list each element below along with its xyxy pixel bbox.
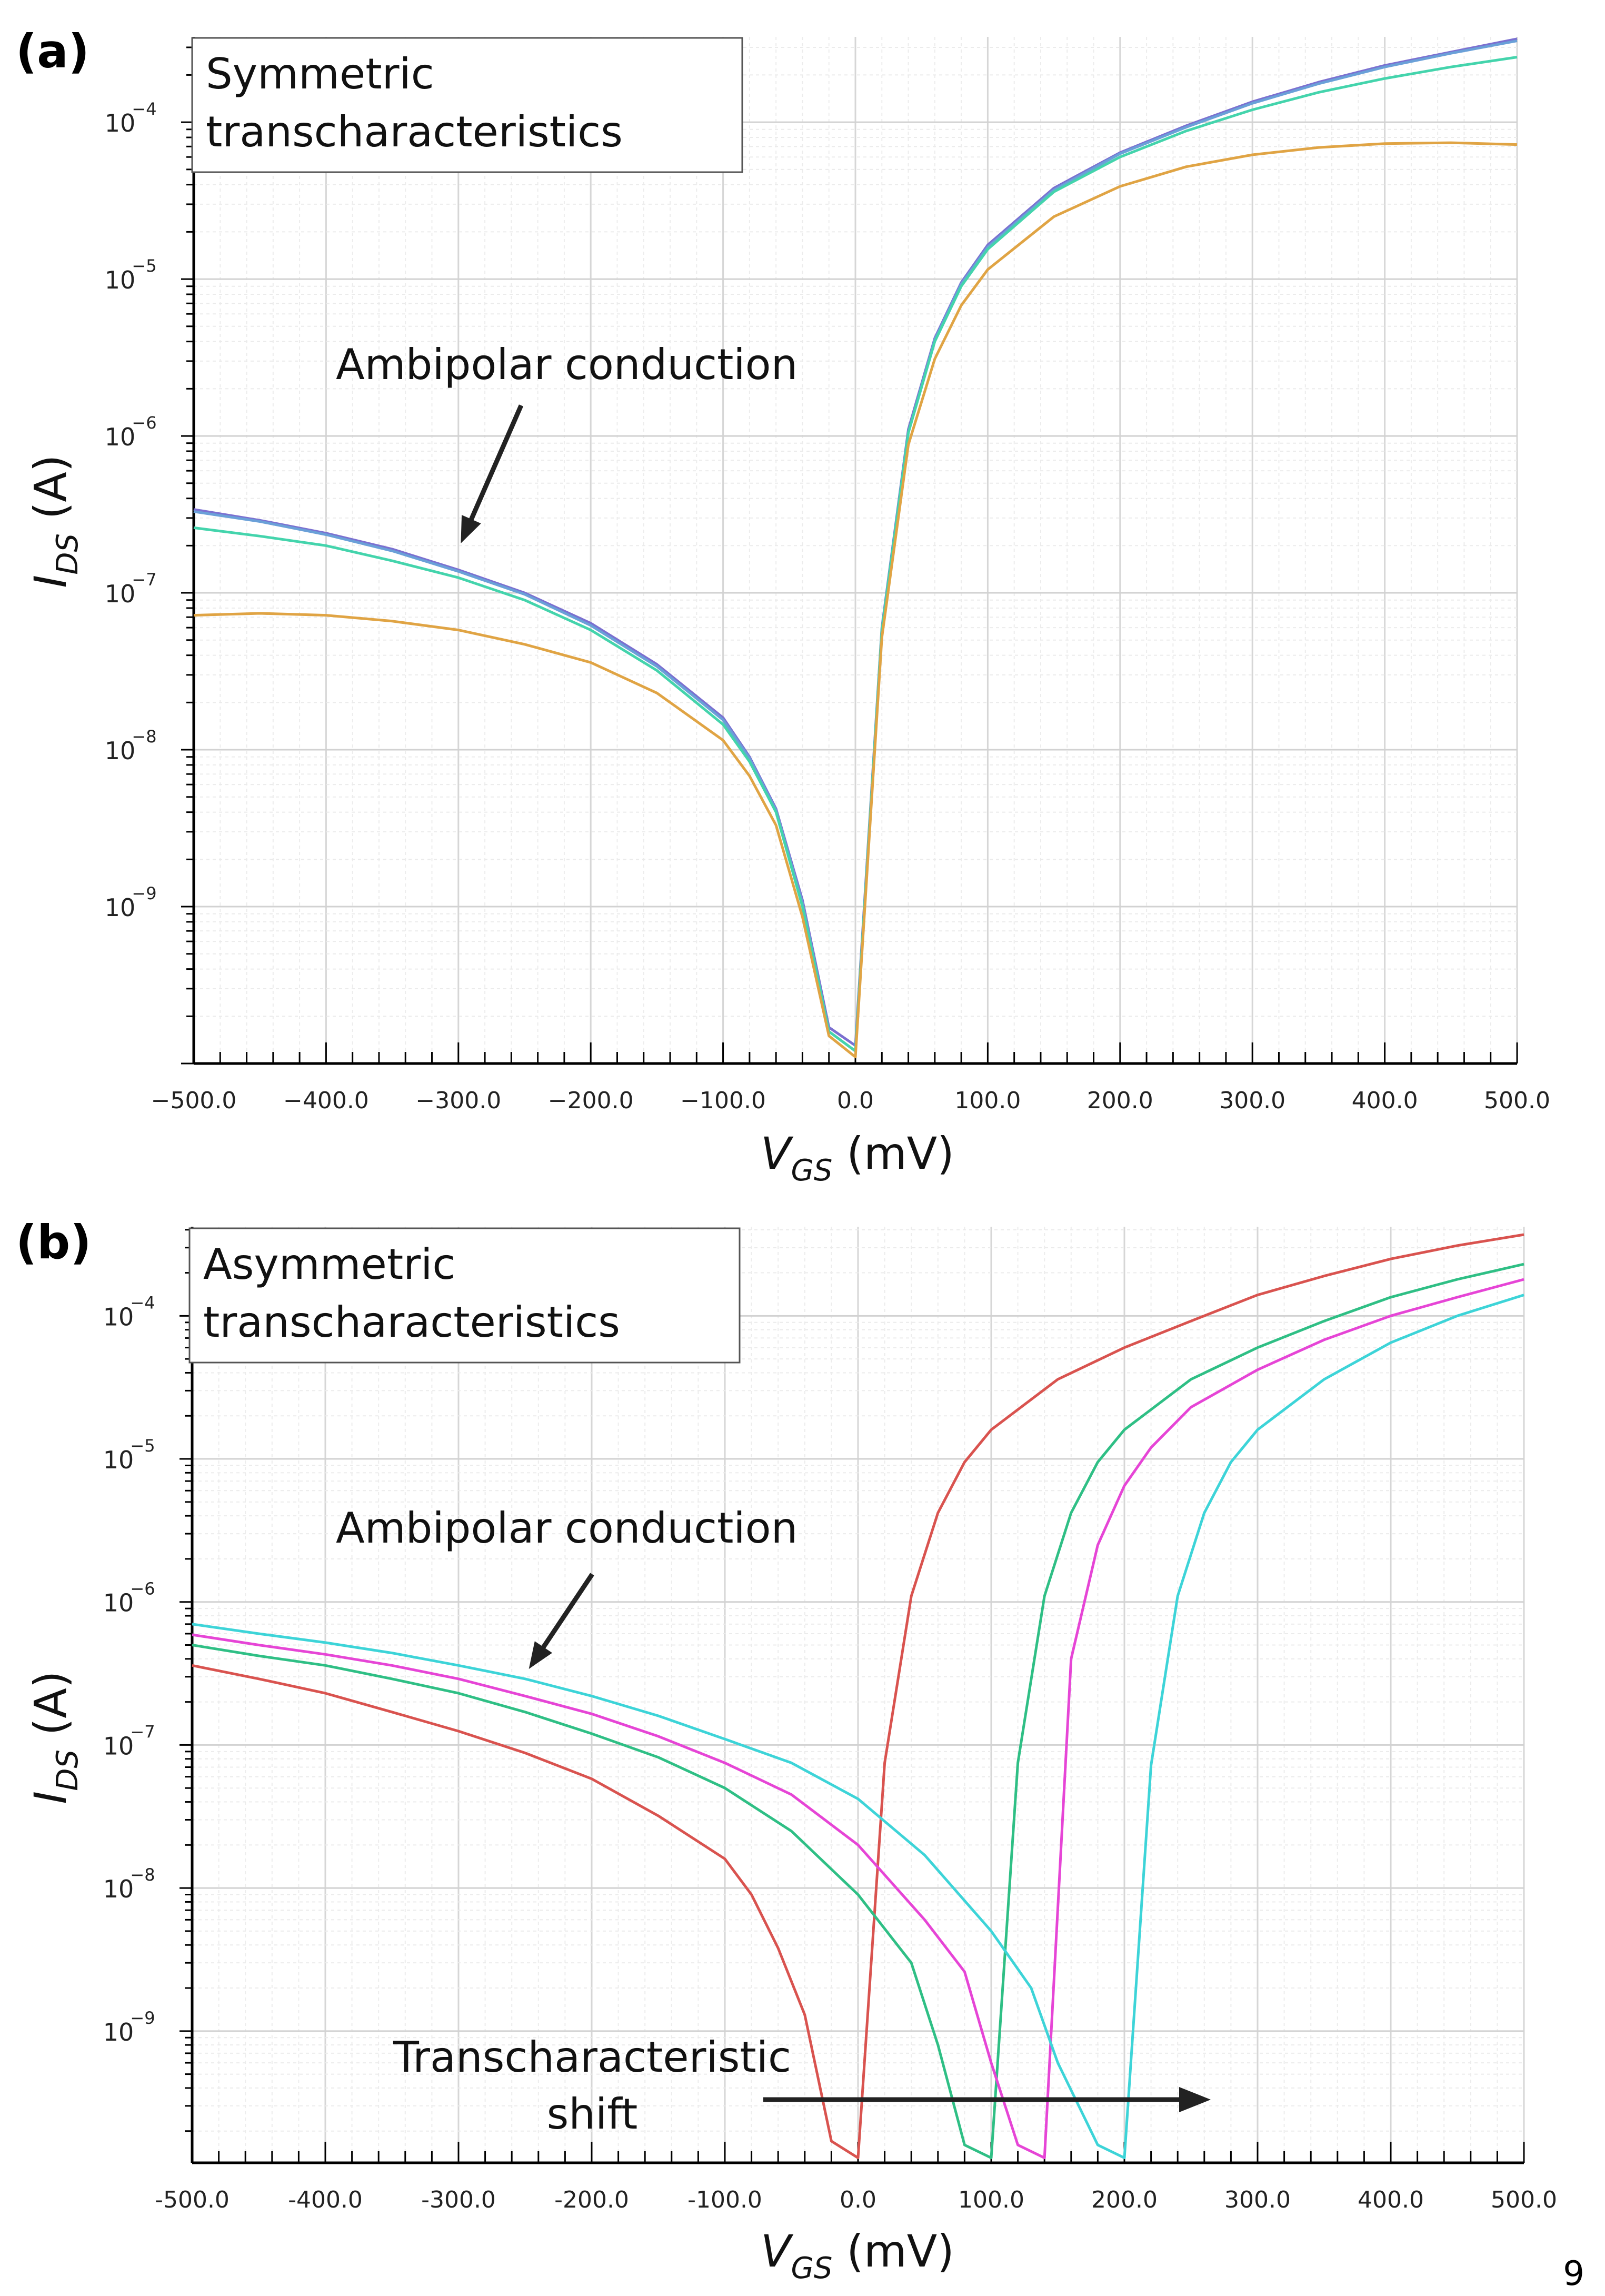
x-tick-label: -500.0 (155, 2186, 230, 2213)
x-tick-label: -100.0 (687, 2186, 762, 2213)
x-axis-title: VGS (mV) (761, 1128, 954, 1188)
y-axis-title: IDS (A) (25, 1671, 85, 1804)
x-tick-label: −300.0 (415, 1087, 501, 1114)
y-tick-exponent: −8 (130, 1865, 155, 1885)
x-tick-label: 500.0 (1491, 2186, 1557, 2213)
x-tick-label: 0.0 (837, 1087, 874, 1114)
series-line-1 (192, 1233, 1524, 2160)
x-tick-label: 400.0 (1352, 1087, 1418, 1114)
y-tick-label: 10 (103, 1732, 134, 1760)
y-tick-exponent: −4 (130, 1293, 155, 1313)
annotation-arrow-head (529, 1641, 553, 1669)
x-tick-label: −500.0 (151, 1087, 237, 1114)
y-tick-label: 10 (105, 266, 136, 294)
annotation-label: Ambipolar conduction (336, 340, 797, 389)
panel-label: (a) (16, 24, 89, 78)
x-tick-label: 300.0 (1224, 2186, 1291, 2213)
shift-label-line2: shift (547, 2090, 638, 2139)
x-tick-label: -400.0 (288, 2186, 363, 2213)
x-tick-label: -200.0 (554, 2186, 629, 2213)
y-tick-exponent: −7 (132, 570, 156, 590)
x-tick-label: −100.0 (680, 1087, 766, 1114)
title-box-frame (188, 1227, 741, 1364)
series-line-4 (193, 141, 1518, 1059)
y-tick-exponent: −5 (132, 256, 156, 276)
y-tick-label: 10 (105, 109, 136, 137)
y-tick-label: 10 (103, 2018, 134, 2046)
y-axis-title: IDS (A) (25, 454, 85, 588)
chart-a: −500.0 −400.0 −300.0 −200.0 −100.0 0.0 100.0 20… (16, 24, 1550, 1188)
grid (193, 37, 1518, 1065)
x-tick-label: 400.0 (1358, 2186, 1424, 2213)
grid (191, 1227, 1525, 2163)
x-tick-label: 500.0 (1484, 1087, 1550, 1114)
title-box-frame (191, 37, 743, 173)
y-tick-exponent: −9 (132, 883, 156, 903)
y-tick-exponent: −8 (132, 727, 156, 747)
title-line: Symmetric (206, 49, 434, 98)
y-tick-label: 10 (105, 580, 136, 608)
x-tick-label: 100.0 (954, 1087, 1021, 1114)
x-tick-label: 200.0 (1091, 2186, 1158, 2213)
chart-b: -500.0 -400.0 -300.0 -200.0 -100.0 0.0 100.0 20… (16, 1215, 1557, 2285)
title-box: Asymmetric transcharacteristics (188, 1227, 741, 1364)
shift-arrow-head (1179, 2087, 1211, 2112)
y-tick-exponent: −7 (130, 1722, 155, 1742)
series-line-3 (192, 1278, 1524, 2160)
title-box: Symmetric transcharacteristics (191, 37, 743, 173)
title-line: transcharacteristics (203, 1298, 620, 1347)
y-tick-label: 10 (103, 1589, 134, 1617)
panel-label: (b) (16, 1215, 91, 1269)
series-line-4 (192, 1294, 1524, 2160)
annotation-arrow-head (461, 515, 481, 543)
x-axis-title: VGS (mV) (761, 2225, 954, 2285)
page-number: 9 (1563, 2254, 1584, 2293)
x-tick-label: 0.0 (840, 2186, 876, 2213)
x-tick-label: 200.0 (1087, 1087, 1153, 1114)
title-line: transcharacteristics (206, 107, 623, 156)
x-tick-label: 300.0 (1219, 1087, 1285, 1114)
y-tick-exponent: −9 (130, 2008, 155, 2028)
x-tick-label: -300.0 (421, 2186, 496, 2213)
y-tick-exponent: −5 (130, 1436, 155, 1456)
y-tick-exponent: −6 (132, 413, 156, 433)
y-tick-label: 10 (105, 423, 136, 451)
x-tick-label: 100.0 (958, 2186, 1024, 2213)
y-tick-exponent: −4 (132, 99, 156, 119)
shift-label-line1: Transcharacteristic (393, 2033, 791, 2082)
y-tick-label: 10 (105, 893, 136, 922)
annotation-label: Ambipolar conduction (336, 1504, 797, 1553)
y-tick-label: 10 (103, 1446, 134, 1474)
x-tick-label: −400.0 (283, 1087, 369, 1114)
y-tick-label: 10 (103, 1875, 134, 1903)
series-line-2 (192, 1263, 1524, 2160)
y-tick-label: 10 (105, 737, 136, 765)
title-line: Asymmetric (203, 1240, 455, 1289)
y-tick-exponent: −6 (130, 1579, 155, 1599)
x-tick-label: −200.0 (548, 1087, 634, 1114)
annotation-arrow-shaft (534, 1573, 594, 1660)
y-tick-label: 10 (103, 1303, 134, 1331)
annotation-arrow-shaft (463, 404, 524, 533)
